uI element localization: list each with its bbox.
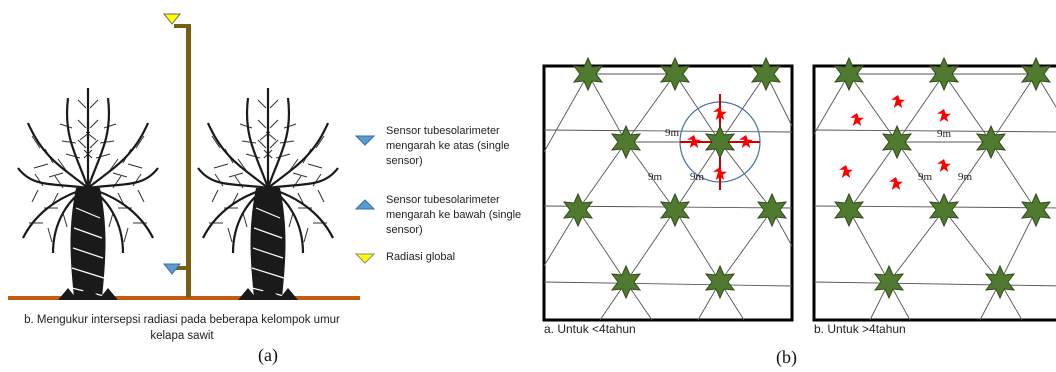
legend-sensor-up-text: Sensor tubesolarimeter mengarah ke atas … <box>386 125 510 167</box>
pole-lower-arm <box>174 266 191 270</box>
panel-b-label: (b) <box>776 347 797 367</box>
panel-a-label: (a) <box>258 345 278 365</box>
upward-sensor-icon <box>162 263 182 275</box>
distance-label: 9m <box>648 171 663 183</box>
global-radiation-sensor-icon <box>162 13 182 25</box>
pole-top-arm <box>174 24 191 28</box>
oil-palm-tree-left <box>16 86 160 302</box>
legend-sensor-down-icon <box>354 199 376 210</box>
legend-sensor-down-text: Sensor tubesolarimeter mengarah ke bawah… <box>386 194 522 236</box>
measurement-pole <box>186 26 191 298</box>
panel-a-illustration <box>8 13 376 302</box>
grid-over-4-years: 9m 9m 9m <box>812 57 1056 322</box>
legend-global-radiation-text: Radiasi global <box>386 251 456 263</box>
distance-label: 9m <box>958 171 973 183</box>
grid-left-caption: a. Untuk <4tahun <box>544 322 636 336</box>
distance-label: 9m <box>918 171 933 183</box>
distance-label: 9m <box>937 128 952 140</box>
grid-under-4-years: 9m 9m 9m <box>542 57 794 322</box>
legend-global-radiation-icon <box>354 253 376 264</box>
legend-sensor-up-icon <box>354 135 376 146</box>
panel-a-caption: b. Mengukur intersepsi radiasi pada bebe… <box>24 314 340 342</box>
distance-label: 9m <box>665 127 680 139</box>
distance-label: 9m <box>690 171 705 183</box>
ground-line <box>8 296 360 300</box>
panel-b-diagram: 9m 9m 9m <box>542 57 1056 322</box>
oil-palm-tree-right <box>196 86 340 302</box>
tree-star-icon <box>834 57 1051 299</box>
grid-right-caption: b. Untuk >4tahun <box>814 322 906 336</box>
